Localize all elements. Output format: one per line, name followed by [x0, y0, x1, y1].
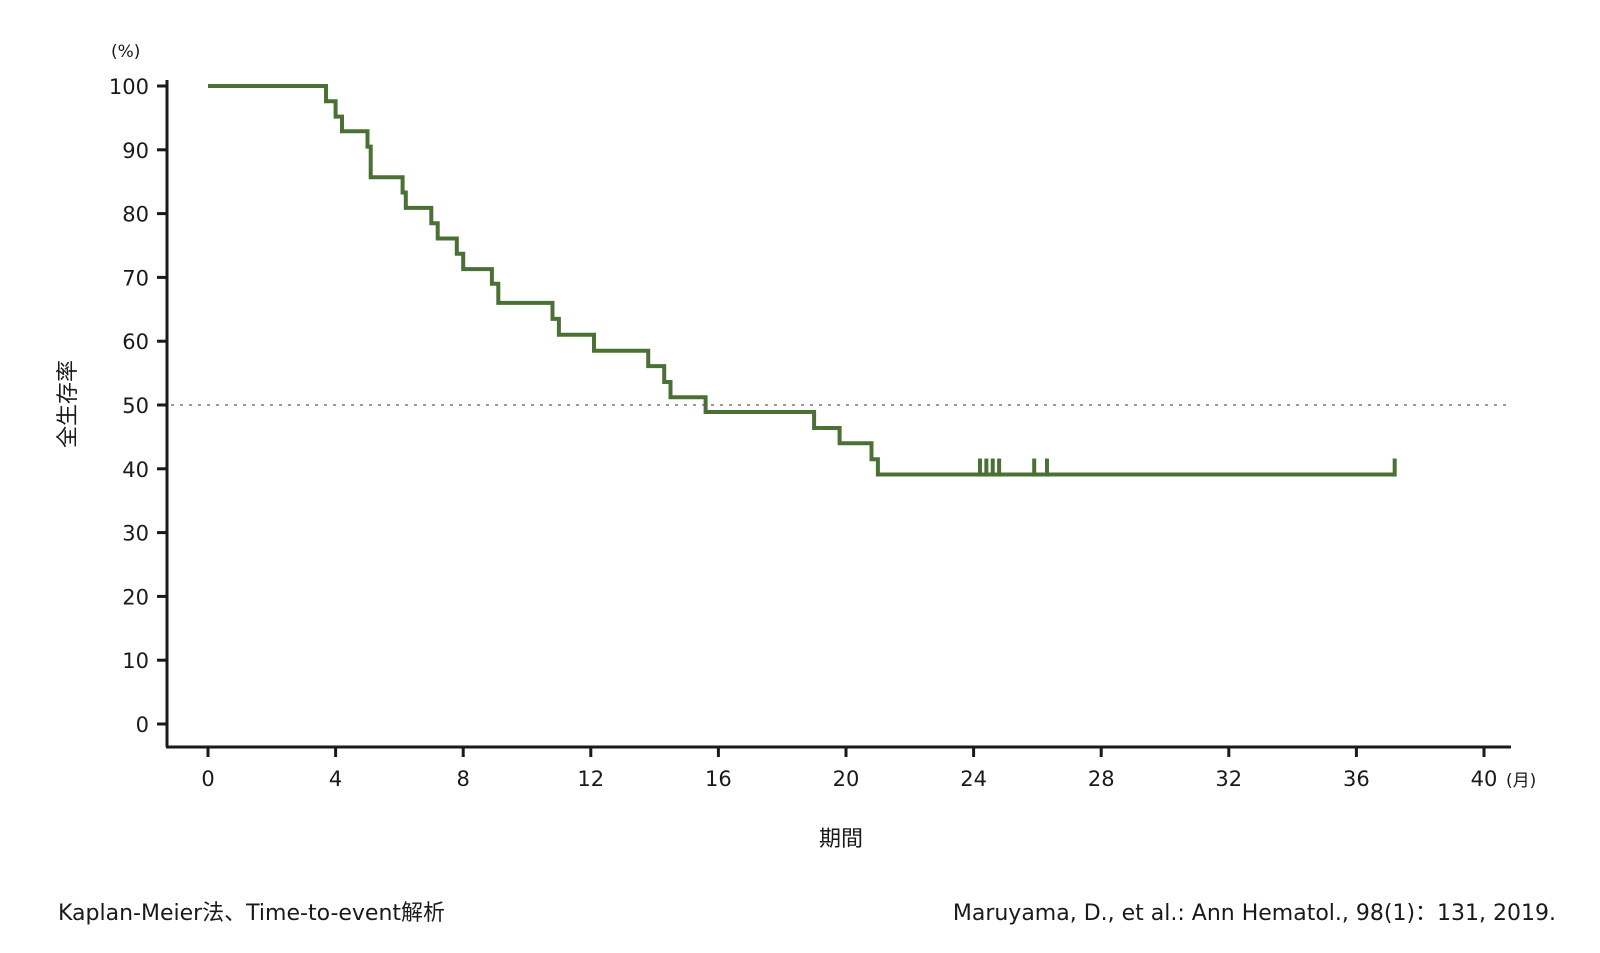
y-tick-label: 20 [122, 585, 149, 609]
y-tick-label: 60 [122, 330, 149, 354]
y-tick-label: 10 [122, 649, 149, 673]
x-ticks: 0 4 8 12 16 20 24 28 32 36 40 [201, 747, 1497, 791]
method-note: Kaplan-Meier法、Time-to-event解析 [58, 901, 446, 926]
x-unit-label: (月) [1506, 771, 1536, 791]
x-tick-label: 12 [577, 767, 604, 791]
x-tick-label: 36 [1343, 767, 1370, 791]
x-tick-label: 28 [1088, 767, 1115, 791]
x-tick-label: 4 [329, 767, 342, 791]
y-tick-label: 50 [122, 394, 149, 418]
y-tick-label: 80 [122, 203, 149, 227]
y-tick-label: 30 [122, 522, 149, 546]
y-ticks: 0 10 20 30 40 50 60 70 80 90 100 [109, 75, 167, 737]
x-tick-label: 16 [705, 767, 732, 791]
y-tick-label: 40 [122, 458, 149, 482]
x-tick-label: 20 [833, 767, 860, 791]
x-tick-label: 40 [1471, 767, 1498, 791]
citation: Maruyama, D., et al.: Ann Hematol., 98(1… [952, 901, 1556, 926]
y-unit-label: (%) [111, 42, 140, 62]
y-axis-title: 全生存率 [56, 360, 81, 448]
x-axis-title: 期間 [819, 827, 863, 852]
y-tick-label: 70 [122, 266, 149, 290]
series-layer [208, 84, 1397, 477]
x-tick-label: 32 [1215, 767, 1242, 791]
survival-curve [208, 84, 1395, 477]
y-tick-label: 100 [109, 75, 149, 99]
y-tick-label: 90 [122, 139, 149, 163]
x-tick-label: 8 [457, 767, 470, 791]
x-tick-label: 24 [960, 767, 987, 791]
y-tick-label: 0 [136, 713, 149, 737]
x-tick-label: 0 [201, 767, 214, 791]
